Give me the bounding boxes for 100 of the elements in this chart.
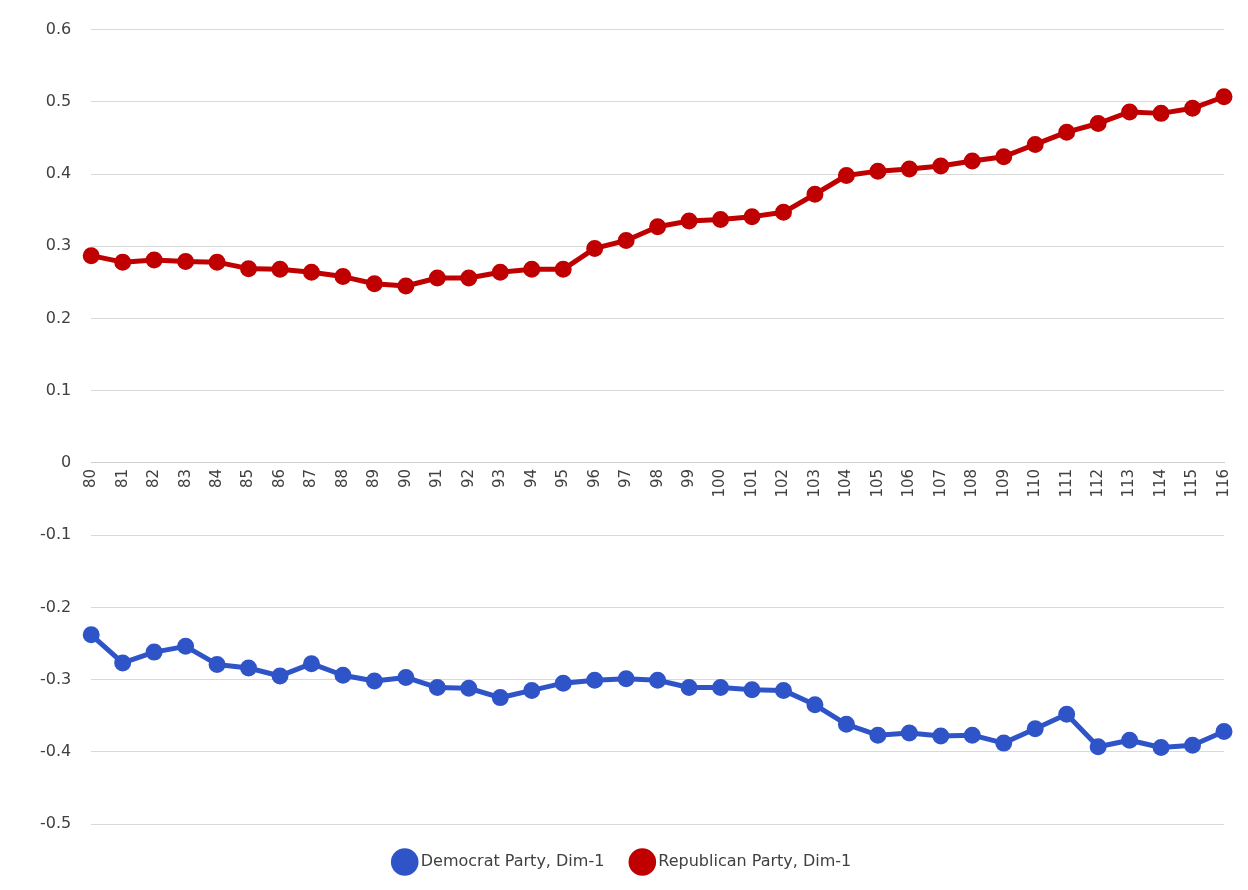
x-tick-label: 87 — [301, 468, 320, 488]
x-tick-label: 97 — [616, 468, 635, 488]
point — [869, 162, 887, 180]
point — [1058, 705, 1076, 723]
point — [491, 689, 509, 707]
point — [240, 260, 258, 278]
y-tick-label: 0.4 — [45, 163, 72, 183]
point — [554, 674, 572, 692]
point — [523, 260, 541, 278]
point — [837, 166, 855, 184]
point — [334, 268, 352, 286]
point — [963, 726, 981, 744]
point — [302, 263, 320, 281]
point — [1026, 720, 1044, 738]
point — [680, 679, 698, 697]
y-tick-label: 0.2 — [45, 307, 72, 327]
x-tick-label: 88 — [332, 468, 351, 488]
x-tick-label: 111 — [1056, 468, 1075, 498]
point — [145, 643, 163, 661]
x-tick-label: 84 — [206, 468, 225, 488]
y-tick-label: 0.1 — [45, 379, 72, 399]
x-tick-label: 106 — [899, 468, 918, 498]
point — [240, 659, 258, 677]
point — [932, 157, 950, 175]
point — [145, 251, 163, 269]
point — [1184, 99, 1202, 117]
point — [82, 626, 100, 644]
x-tick-label: 101 — [741, 468, 760, 498]
point — [208, 253, 226, 271]
point — [82, 247, 100, 265]
point — [1152, 104, 1170, 122]
point — [397, 277, 415, 295]
point — [397, 668, 415, 686]
y-tick-label: 0.3 — [45, 235, 72, 255]
point — [743, 681, 761, 699]
x-tick-label: 108 — [962, 468, 981, 498]
point — [712, 679, 730, 697]
point — [428, 679, 446, 697]
x-tick-label: 100 — [710, 468, 729, 498]
point — [177, 637, 195, 655]
x-tick-label: 93 — [490, 468, 509, 488]
point — [334, 666, 352, 684]
point — [995, 148, 1013, 166]
point — [428, 269, 446, 287]
y-tick-label: 0.6 — [45, 18, 72, 38]
x-tick-label: 103 — [804, 468, 823, 498]
x-tick-label: 113 — [1119, 468, 1138, 498]
point — [177, 252, 195, 270]
point — [1152, 738, 1170, 756]
x-tick-label: 95 — [553, 468, 572, 488]
y-tick-label: -0.3 — [40, 668, 72, 688]
point — [837, 715, 855, 733]
x-tick-label: 115 — [1182, 468, 1201, 498]
point — [900, 160, 918, 178]
point — [1215, 88, 1233, 106]
y-tick-label: 0 — [61, 452, 72, 472]
x-tick-label: 96 — [584, 468, 603, 488]
point — [1121, 103, 1139, 121]
point — [649, 218, 667, 236]
point — [302, 655, 320, 673]
y-tick-label: -0.4 — [40, 740, 72, 760]
point — [617, 670, 635, 688]
point — [712, 211, 730, 229]
y-tick-label: -0.5 — [40, 813, 72, 833]
x-tick-label: 86 — [269, 468, 288, 488]
point — [932, 727, 950, 745]
point — [1026, 135, 1044, 153]
point — [995, 734, 1013, 752]
x-tick-label: 83 — [175, 468, 194, 488]
x-tick-label: 116 — [1213, 468, 1232, 498]
point — [1215, 723, 1233, 741]
point — [586, 239, 604, 257]
x-tick-label: 112 — [1088, 468, 1107, 498]
x-tick-label: 91 — [427, 468, 446, 488]
x-tick-label: 94 — [521, 468, 540, 488]
x-tick-label: 81 — [112, 468, 131, 488]
point — [586, 671, 604, 689]
x-tick-label: 90 — [395, 468, 414, 488]
x-tick-label: 105 — [867, 468, 886, 498]
point — [1184, 736, 1202, 754]
x-tick-label: 102 — [773, 468, 792, 498]
point — [554, 260, 572, 278]
x-tick-label: 92 — [458, 468, 477, 488]
point — [365, 275, 383, 293]
point — [774, 681, 792, 699]
legend-label: Republican Party, Dim-1 — [658, 851, 852, 871]
x-tick-label: 80 — [81, 468, 100, 488]
x-tick-label: 114 — [1150, 468, 1169, 498]
point — [963, 152, 981, 170]
point — [869, 726, 887, 744]
y-tick-label: -0.2 — [40, 596, 72, 616]
point — [743, 208, 761, 226]
point — [1058, 123, 1076, 141]
x-tick-label: 99 — [678, 468, 697, 488]
point — [617, 231, 635, 249]
point — [680, 212, 698, 230]
point — [900, 724, 918, 742]
x-tick-label: 82 — [144, 468, 163, 488]
point — [460, 269, 478, 287]
point — [208, 655, 226, 673]
